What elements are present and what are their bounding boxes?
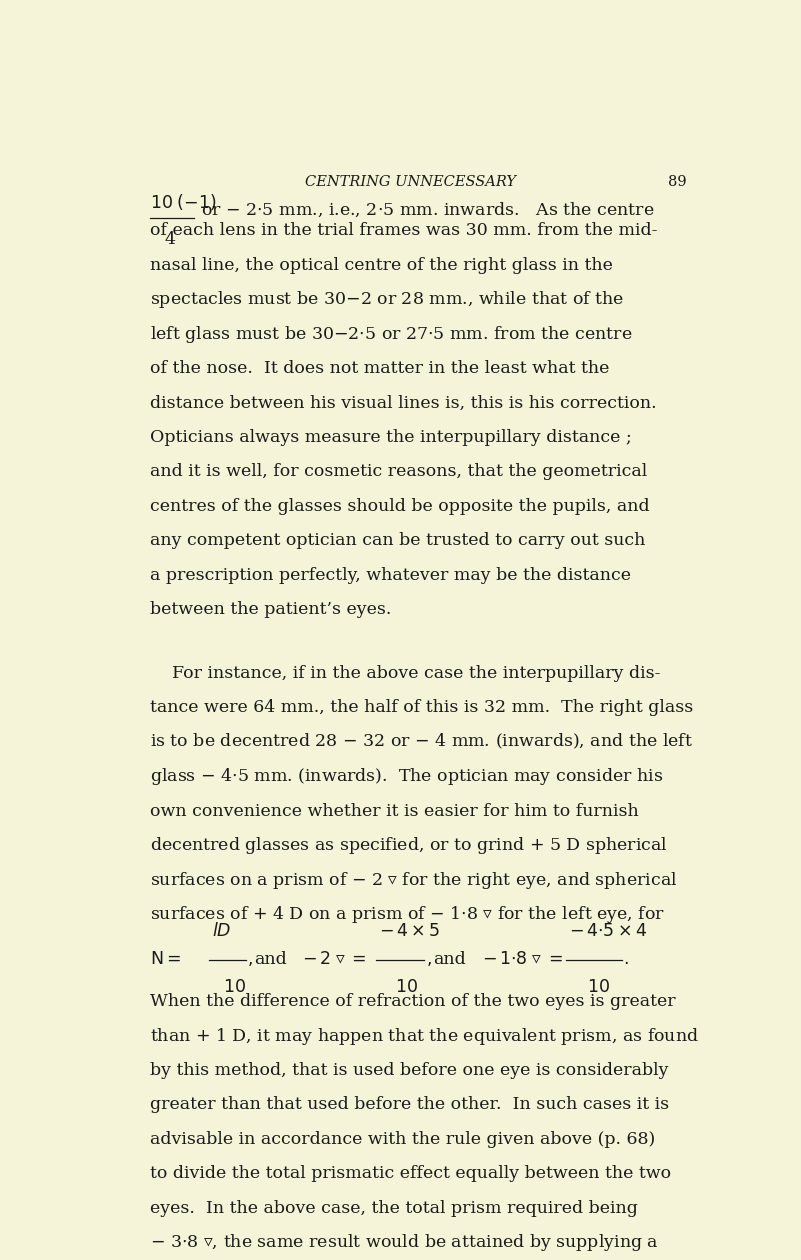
Text: surfaces on a prism of $-$ 2 $\triangledown$ for the right eye, and spherical: surfaces on a prism of $-$ 2 $\triangled… [150,869,677,891]
Text: $10$: $10$ [395,979,418,995]
Text: $,$: $,$ [426,951,432,968]
Text: left glass must be 30$-$2$\cdot$5 or 27$\cdot$5 mm. from the centre: left glass must be 30$-$2$\cdot$5 or 27$… [150,324,632,344]
Text: $-$ 3$\cdot$8 $\triangledown$, the same result would be attained by supplying a: $-$ 3$\cdot$8 $\triangledown$, the same … [150,1232,658,1254]
Text: When the difference of refraction of the two eyes is greater: When the difference of refraction of the… [150,993,675,1011]
Text: Opticians always measure the interpupillary distance ;: Opticians always measure the interpupill… [150,428,631,446]
Text: CENTRING UNNECESSARY: CENTRING UNNECESSARY [305,175,516,189]
Text: own convenience whether it is easier for him to furnish: own convenience whether it is easier for… [150,803,638,819]
Text: eyes.  In the above case, the total prism required being: eyes. In the above case, the total prism… [150,1200,638,1217]
Text: a prescription perfectly, whatever may be the distance: a prescription perfectly, whatever may b… [150,567,630,583]
Text: $.$: $.$ [623,951,629,968]
Text: is to be decentred 28 $-$ 32 or $-$ 4 mm. (inwards), and the left: is to be decentred 28 $-$ 32 or $-$ 4 mm… [150,732,693,751]
Text: between the patient’s eyes.: between the patient’s eyes. [150,601,391,619]
Text: $-\,2\;\triangledown\;=$: $-\,2\;\triangledown\;=$ [302,951,367,968]
Text: glass $-$ 4$\cdot$5 mm. (inwards).  The optician may consider his: glass $-$ 4$\cdot$5 mm. (inwards). The o… [150,766,663,788]
Text: any competent optician can be trusted to carry out such: any competent optician can be trusted to… [150,532,645,549]
Text: $10\;(-1)$: $10\;(-1)$ [150,193,216,213]
Text: distance between his visual lines is, this is his correction.: distance between his visual lines is, th… [150,394,656,412]
Text: and: and [433,951,465,968]
Text: $-\,4\times 5$: $-\,4\times 5$ [380,924,441,940]
Text: $-\,1{\cdot}8\;\triangledown\;=$: $-\,1{\cdot}8\;\triangledown\;=$ [482,951,563,968]
Text: of each lens in the trial frames was 30 mm. from the mid-: of each lens in the trial frames was 30 … [150,222,658,239]
Text: $lD$: $lD$ [211,922,231,940]
Text: and: and [254,951,287,968]
Text: $10$: $10$ [223,979,246,995]
Text: $\mathrm{N} =$: $\mathrm{N} =$ [150,951,181,968]
Text: decentred glasses as specified, or to grind $+$ 5 D spherical: decentred glasses as specified, or to gr… [150,835,668,856]
Text: 89: 89 [668,175,686,189]
Text: surfaces of $+$ 4 D on a prism of $-$ 1$\cdot$8 $\triangledown$ for the left eye: surfaces of $+$ 4 D on a prism of $-$ 1$… [150,903,665,925]
Text: $,$: $,$ [248,951,253,968]
Text: $-\,4{\cdot}5\times 4$: $-\,4{\cdot}5\times 4$ [569,924,647,940]
Text: 4: 4 [164,231,175,248]
Text: or $-$ 2$\cdot$5 mm., i.e., 2$\cdot$5 mm. inwards.   As the centre: or $-$ 2$\cdot$5 mm., i.e., 2$\cdot$5 mm… [201,202,654,219]
Text: $10$: $10$ [587,979,610,995]
Text: tance were 64 mm., the half of this is 32 mm.  The right glass: tance were 64 mm., the half of this is 3… [150,699,693,716]
Text: advisable in accordance with the rule given above (p. 68): advisable in accordance with the rule gi… [150,1131,655,1148]
Text: nasal line, the optical centre of the right glass in the: nasal line, the optical centre of the ri… [150,257,613,273]
Text: of the nose.  It does not matter in the least what the: of the nose. It does not matter in the l… [150,360,610,377]
Text: spectacles must be 30$-$2 or 28 mm., while that of the: spectacles must be 30$-$2 or 28 mm., whi… [150,289,624,310]
Text: to divide the total prismatic effect equally between the two: to divide the total prismatic effect equ… [150,1166,671,1182]
Text: greater than that used before the other.  In such cases it is: greater than that used before the other.… [150,1096,669,1114]
Text: and it is well, for cosmetic reasons, that the geometrical: and it is well, for cosmetic reasons, th… [150,464,647,480]
Text: than $+$ 1 D, it may happen that the equivalent prism, as found: than $+$ 1 D, it may happen that the equ… [150,1026,698,1047]
Text: For instance, if in the above case the interpupillary dis-: For instance, if in the above case the i… [150,665,660,682]
Text: centres of the glasses should be opposite the pupils, and: centres of the glasses should be opposit… [150,498,650,515]
Text: by this method, that is used before one eye is considerably: by this method, that is used before one … [150,1062,668,1079]
